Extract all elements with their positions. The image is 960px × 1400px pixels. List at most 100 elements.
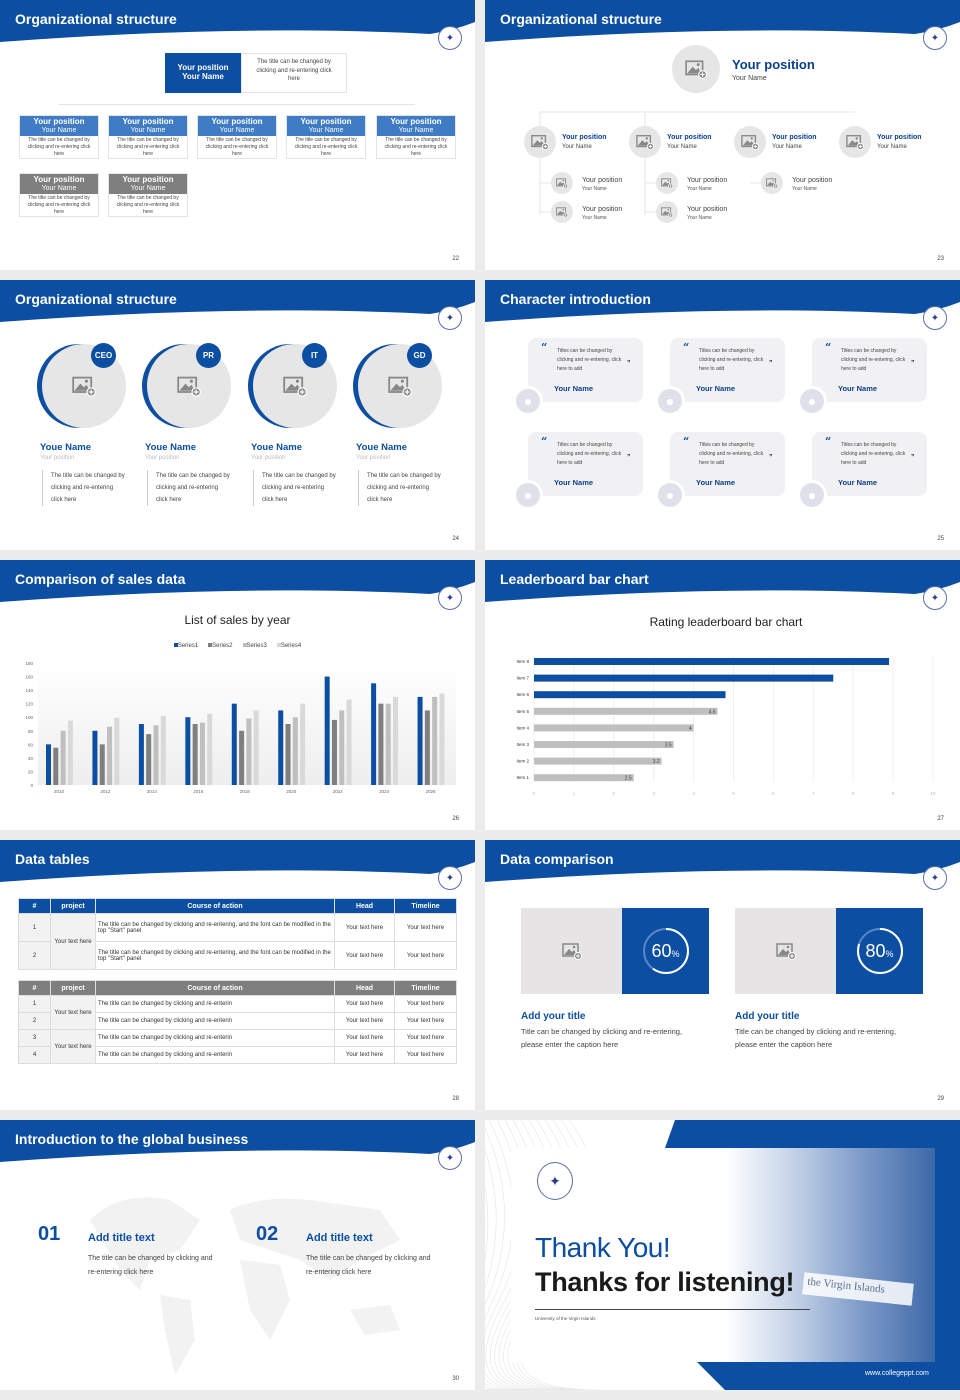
level2-photo[interactable] [839, 126, 871, 158]
x-tick-label: 7 [812, 791, 815, 796]
image-placeholder-icon [846, 135, 864, 151]
character-card[interactable]: “ Titles can be changed by clicking and r… [670, 338, 785, 402]
org-child-box[interactable]: Your position Your Name The title can be c… [197, 115, 277, 159]
item-title: Add your title [521, 1011, 586, 1022]
name: Your Name [219, 127, 255, 134]
top-photo[interactable] [672, 45, 720, 93]
name: Your Name [130, 185, 166, 192]
bar-series3-2024 [385, 703, 391, 785]
slide-title: Comparison of sales data [15, 571, 186, 587]
header-band [0, 1120, 475, 1162]
bar-series3-2010 [60, 730, 66, 785]
slide-26-sales-chart[interactable]: Comparison of sales data ✦ 26 List of sal… [0, 560, 475, 830]
y-tick-label: 40 [28, 756, 34, 761]
header-band [485, 280, 960, 322]
bar-series4-2018 [253, 710, 259, 785]
level2-photo[interactable] [629, 126, 661, 158]
slide-29-comparison[interactable]: Data comparison ✦ 29 60% Add your title Ti… [485, 840, 960, 1110]
timeline-cell: Your text here [394, 941, 457, 970]
image-placeholder-icon [556, 207, 568, 218]
table-2: # project Course of action Head Timeline 1 You… [18, 980, 457, 1064]
legend-swatch [276, 643, 281, 647]
level3-photo[interactable] [551, 201, 573, 223]
legend-swatch [208, 643, 213, 647]
level3-photo[interactable] [551, 172, 573, 194]
item-desc: Title can be changed by clicking and re-… [521, 1027, 683, 1049]
name: Your Name [41, 185, 77, 192]
bar-series4-2022 [346, 699, 352, 785]
data-label: 2.5 [625, 776, 632, 782]
y-tick-label: 80 [28, 729, 34, 734]
bar-series2-2014 [146, 734, 152, 785]
slide-25-characters[interactable]: Character introduction ✦ 25 “ Titles can b… [485, 280, 960, 550]
column-header: # [18, 898, 51, 914]
row-number: 1 [18, 995, 51, 1013]
character-card[interactable]: “ Titles can be changed by clicking and r… [812, 338, 927, 402]
website-link[interactable]: www.collegeppt.com [865, 1370, 929, 1377]
column-header: Head [334, 898, 395, 914]
bar-item-3 [534, 741, 674, 748]
header-band [0, 280, 475, 322]
slide-title: Character introduction [500, 291, 651, 307]
page-number: 22 [452, 256, 459, 262]
slide-27-leaderboard[interactable]: Leaderboard bar chart ✦ 27 Rating leaderb… [485, 560, 960, 830]
level2-photo[interactable] [734, 126, 766, 158]
name: Your Name [41, 127, 77, 134]
head-cell: Your text here [334, 1046, 395, 1064]
org-child-box[interactable]: Your position Your Name The title can be c… [108, 115, 188, 159]
bar-series2-2022 [331, 719, 337, 785]
org-child-box[interactable]: Your position Your Name The title can be c… [19, 115, 99, 159]
page-number: 23 [937, 256, 944, 262]
slide-title: Data comparison [500, 851, 614, 867]
progress-ring [857, 928, 903, 974]
quote-close-icon: ” [627, 360, 631, 367]
slide-30-global-business[interactable]: Introduction to the global business ✦ 30… [0, 1120, 475, 1390]
character-card[interactable]: “ Titles can be changed by clicking and r… [670, 432, 785, 496]
legend-label: Series2 [212, 643, 233, 649]
level3-photo[interactable] [656, 172, 678, 194]
bar-series2-2018 [239, 730, 245, 785]
university-seal-icon: ✦ [438, 26, 462, 50]
x-tick-label: 2016 [193, 789, 204, 794]
slide-22-org-chart[interactable]: Organizational structure ✦ 22 Your positi… [0, 0, 475, 270]
photo-placeholder[interactable] [521, 908, 622, 994]
data-label: 4.6 [709, 709, 716, 715]
data-label: 4 [689, 726, 692, 732]
org-child-box[interactable]: Your position Your Name The title can be c… [286, 115, 366, 159]
character-card[interactable]: “ Titles can be changed by clicking and r… [812, 432, 927, 496]
quote-open-icon: “ [683, 341, 690, 354]
percent-value: 80% [836, 941, 923, 962]
user-avatar-icon: ● [797, 480, 827, 510]
slide-31-thank-you[interactable]: the Virgin Islands ✦ Thank You! Thanks f… [485, 1120, 960, 1390]
member-position: Your position [356, 455, 391, 461]
org-sub-box[interactable]: Your position Your Name The title can be c… [19, 173, 99, 217]
y-tick-label: 180 [25, 661, 33, 666]
role-badge: CEO [91, 343, 116, 368]
member-photo[interactable] [253, 344, 337, 428]
quote-close-icon: ” [911, 360, 915, 367]
position: Your position [687, 177, 728, 184]
member-name: Youe Name [145, 442, 197, 453]
level3-photo[interactable] [656, 201, 678, 223]
table-row: 1 Your text here The title can be changed … [18, 913, 457, 970]
head-cell: Your text here [334, 941, 395, 970]
name: Your Name [667, 144, 697, 150]
page-number: 27 [937, 816, 944, 822]
photo-placeholder[interactable] [735, 908, 836, 994]
slide-24-team[interactable]: Organizational structure ✦ 24 CEO Youe N… [0, 280, 475, 550]
x-tick-label: 10 [930, 791, 936, 796]
org-child-box[interactable]: Your position Your Name The title can be c… [376, 115, 456, 159]
slide-23-org-chart[interactable]: Organizational structure ✦ 23 Your posit… [485, 0, 960, 270]
character-card[interactable]: “ Titles can be changed by clicking and r… [528, 432, 643, 496]
slide-28-tables[interactable]: Data tables ✦ 28 # project Course of action… [0, 840, 475, 1110]
character-card[interactable]: “ Titles can be changed by clicking and r… [528, 338, 643, 402]
table-row: 4 The title can be changed by clicking an… [18, 1046, 457, 1064]
bar-series1-2024 [371, 683, 377, 785]
org-top-box[interactable]: Your position Your Name [165, 53, 241, 93]
level3-photo[interactable] [761, 172, 783, 194]
org-sub-box[interactable]: Your position Your Name The title can be c… [108, 173, 188, 217]
position: Your position [667, 134, 712, 141]
level2-photo[interactable] [524, 126, 556, 158]
item-title: Add your title [735, 1011, 800, 1022]
bar-item-4 [534, 724, 694, 732]
